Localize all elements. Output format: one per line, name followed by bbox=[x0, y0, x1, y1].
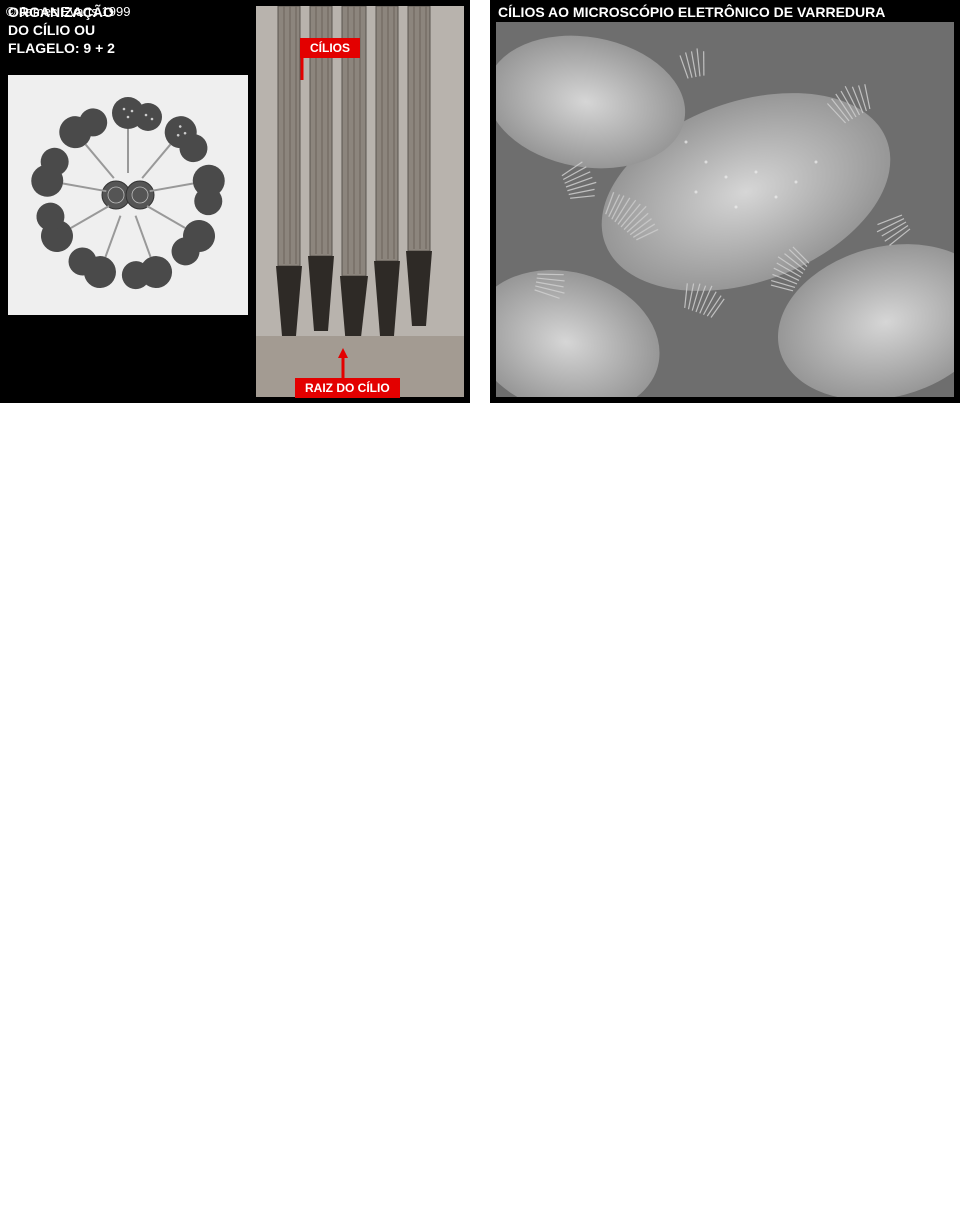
raiz-pointer bbox=[335, 348, 351, 380]
sem-svg bbox=[496, 22, 954, 397]
label-cilios: CÍLIOS bbox=[300, 38, 360, 58]
label-raiz: RAIZ DO CÍLIO bbox=[295, 378, 400, 398]
cilios-pointer bbox=[296, 56, 308, 80]
copyright-text: © James Evarts 1999 bbox=[6, 4, 130, 19]
sem-image bbox=[496, 22, 954, 397]
axoneme-svg bbox=[8, 75, 248, 315]
axoneme-cross-image bbox=[8, 75, 248, 315]
sem-title: CÍLIOS AO MICROSCÓPIO ELETRÔNICO DE VARR… bbox=[490, 0, 893, 24]
cilia-longitudinal-image bbox=[256, 6, 464, 397]
org-title-3: FLAGELO: 9 + 2 bbox=[0, 36, 123, 60]
panel-sem: CÍLIOS AO MICROSCÓPIO ELETRÔNICO DE VARR… bbox=[490, 0, 960, 403]
panel-organization: ORGANIZAÇÃO DO CÍLIO OU FLAGELO: 9 + 2 bbox=[0, 0, 470, 403]
longitudinal-svg bbox=[256, 6, 464, 397]
